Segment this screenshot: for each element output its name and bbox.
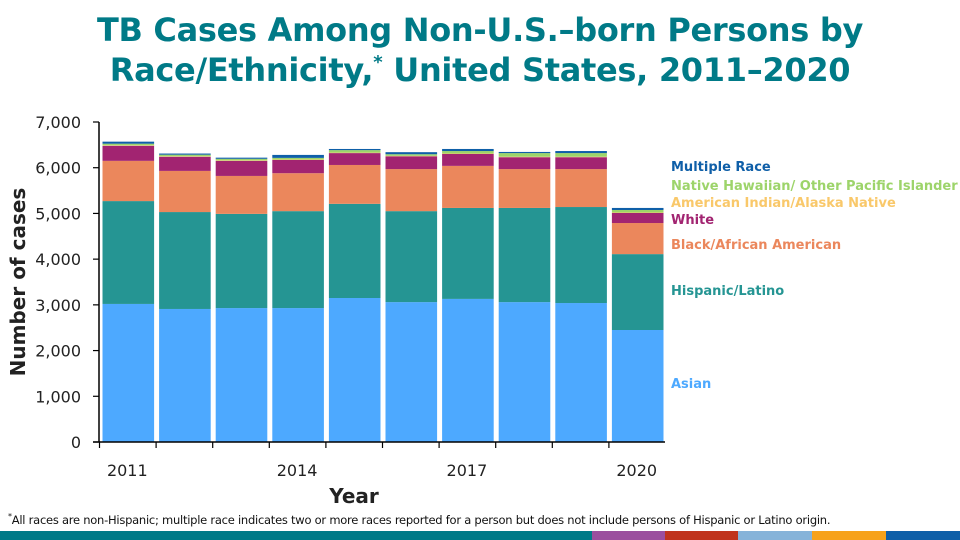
bar-segment-multiple-race-2011 — [102, 141, 155, 144]
bar-segment-black-african-american-2012 — [159, 170, 211, 213]
legend-multiple-race: Multiple Race — [671, 160, 771, 175]
footer-stripe-segment — [0, 531, 592, 540]
bar-segment-native-hawaiian-other-pacific-islander-2019 — [555, 153, 607, 157]
footnote-asterisk: * — [8, 512, 12, 521]
footnote-marker: * — [373, 52, 383, 73]
bar-segment-asian-2018 — [498, 302, 551, 442]
bar-segment-native-hawaiian-other-pacific-islander-2020 — [611, 210, 664, 213]
x-tick-label-2014: 2014 — [277, 461, 318, 480]
bar-segment-native-hawaiian-other-pacific-islander-2014 — [272, 157, 324, 160]
y-tick-label: 7,000 — [35, 113, 81, 132]
chart-title-line1: TB Cases Among Non-U.S.–born Persons by — [96, 11, 864, 49]
bar-segment-black-african-american-2017 — [442, 165, 494, 208]
x-tick-label-2017: 2017 — [447, 461, 488, 480]
bar-segment-asian-2020 — [611, 330, 664, 442]
bar-segment-white-2019 — [555, 157, 607, 170]
bar-segment-white-2020 — [611, 212, 664, 224]
bar-segment-asian-2014 — [272, 308, 324, 442]
y-tick-label: 2,000 — [35, 342, 81, 361]
chart-title-line2-main: Race/Ethnicity, — [109, 51, 374, 89]
footer-stripe-segment — [812, 531, 886, 540]
y-tick-label: 5,000 — [35, 204, 81, 223]
x-axis-title: Year — [328, 484, 379, 508]
bar-segment-multiple-race-2013 — [215, 157, 268, 159]
bar-segment-white-2014 — [272, 159, 324, 174]
bar-segment-asian-2016 — [385, 302, 438, 442]
y-axis-title: Number of cases — [6, 188, 30, 377]
bar-segment-native-hawaiian-other-pacific-islander-2016 — [385, 154, 438, 156]
legend-white: White — [671, 213, 715, 228]
bar-segment-multiple-race-2015 — [328, 148, 381, 151]
bar-segment-black-african-american-2020 — [611, 223, 664, 255]
legend-black-african-american: Black/African American — [671, 238, 842, 253]
legend-native-hawaiian-pacific-islander: Native Hawaiian/ Other Pacific Islander — [671, 179, 958, 194]
bar-segment-multiple-race-2020 — [611, 207, 664, 210]
bar-segment-hispanic-latino-2018 — [498, 207, 551, 303]
bar-segment-hispanic-latino-2016 — [385, 211, 438, 303]
bar-segment-black-african-american-2015 — [328, 164, 381, 204]
bar-segment-multiple-race-2019 — [555, 151, 607, 154]
chart-title-line2: Race/Ethnicity,* United States, 2011–202… — [0, 50, 960, 90]
bar-segment-black-african-american-2018 — [498, 169, 551, 208]
bar-segment-multiple-race-2016 — [385, 152, 438, 155]
bar-segment-asian-2012 — [159, 308, 211, 442]
bar-segment-hispanic-latino-2012 — [159, 212, 211, 309]
legend-asian: Asian — [671, 377, 712, 392]
footer-stripe-segment — [886, 531, 960, 540]
bar-segment-multiple-race-2017 — [442, 148, 494, 152]
bar-segment-asian-2011 — [102, 303, 155, 442]
bar-segment-hispanic-latino-2020 — [611, 254, 664, 330]
bar-segment-native-hawaiian-other-pacific-islander-2015 — [328, 150, 381, 153]
bar-segment-black-african-american-2014 — [272, 173, 324, 212]
chart-title: TB Cases Among Non-U.S.–born Persons by … — [0, 10, 960, 90]
bar-segment-black-african-american-2019 — [555, 169, 607, 208]
bar-segment-hispanic-latino-2013 — [215, 213, 268, 309]
legend-american-indian-alaska-native: American Indian/Alaska Native — [671, 196, 896, 211]
axes-group: 0 1,000 2,000 3,000 4,000 5,000 6,000 7,000 2011… — [35, 113, 665, 480]
bar-segment-white-2015 — [328, 153, 381, 165]
footer-stripe-segment — [592, 531, 665, 540]
y-tick-label: 6,000 — [35, 159, 81, 178]
bar-segment-native-hawaiian-other-pacific-islander-2018 — [498, 153, 551, 157]
x-tick-label-2011: 2011 — [107, 461, 148, 480]
bar-segment-white-2018 — [498, 157, 551, 170]
y-tick-label: 0 — [71, 433, 81, 452]
legend-hispanic-latino: Hispanic/Latino — [671, 284, 785, 299]
bar-segment-native-hawaiian-other-pacific-islander-2012 — [159, 154, 211, 157]
y-tick-label: 1,000 — [35, 387, 81, 406]
bar-segment-black-african-american-2016 — [385, 169, 438, 212]
bar-segment-black-african-american-2013 — [215, 175, 268, 214]
bar-segment-white-2017 — [442, 154, 494, 166]
bar-segment-asian-2017 — [442, 298, 494, 442]
bars-group — [102, 141, 664, 442]
footer-stripe-segment — [738, 531, 812, 540]
bar-segment-white-2016 — [385, 156, 438, 170]
x-tick-label-2020: 2020 — [616, 461, 657, 480]
y-tick-label: 3,000 — [35, 296, 81, 315]
bar-segment-native-hawaiian-other-pacific-islander-2013 — [215, 158, 268, 161]
footnote-text: All races are non-Hispanic; multiple rac… — [11, 512, 831, 527]
bar-segment-white-2012 — [159, 156, 211, 171]
bar-segment-hispanic-latino-2015 — [328, 203, 381, 298]
bar-segment-black-african-american-2011 — [102, 160, 155, 202]
bar-segment-multiple-race-2018 — [498, 151, 551, 154]
bar-segment-hispanic-latino-2017 — [442, 207, 494, 299]
bar-segment-hispanic-latino-2011 — [102, 201, 155, 304]
bar-segment-native-hawaiian-other-pacific-islander-2017 — [442, 151, 494, 154]
bar-segment-white-2011 — [102, 145, 155, 161]
bar-segment-native-hawaiian-other-pacific-islander-2011 — [102, 143, 155, 146]
y-tick-label: 4,000 — [35, 250, 81, 269]
bar-segment-hispanic-latino-2014 — [272, 211, 324, 309]
bar-segment-asian-2019 — [555, 303, 607, 442]
bar-segment-asian-2015 — [328, 298, 381, 442]
bar-segment-multiple-race-2014 — [272, 154, 324, 158]
chart-title-line2-rest: United States, 2011–2020 — [382, 51, 851, 89]
footnote: *All races are non-Hispanic; multiple ra… — [8, 512, 831, 527]
bar-segment-white-2013 — [215, 160, 268, 176]
bar-segment-hispanic-latino-2019 — [555, 207, 607, 304]
bar-segment-multiple-race-2012 — [159, 153, 211, 155]
footer-stripe-segment — [665, 531, 738, 540]
bar-segment-asian-2013 — [215, 308, 268, 442]
